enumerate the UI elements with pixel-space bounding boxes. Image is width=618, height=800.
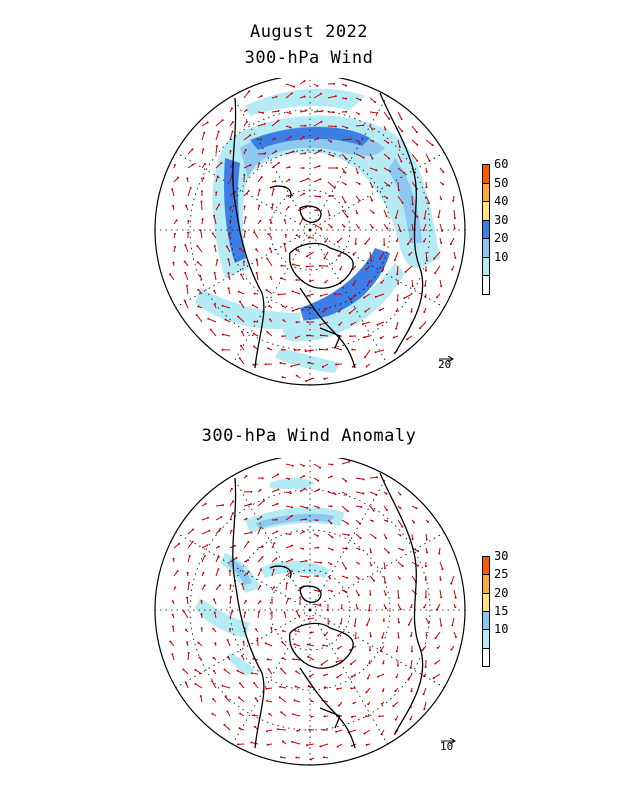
map-boundary [154, 458, 466, 766]
colorbar-swatch [482, 592, 490, 612]
coastlines [232, 472, 424, 749]
colorbar-label: 10 [494, 249, 509, 264]
colorbar: 10 20 30 40 50 60 [482, 158, 542, 295]
colorbar-label: 20 [494, 231, 509, 246]
colorbar-swatch [482, 238, 490, 258]
reference-vector: 20 [438, 352, 454, 371]
colorbar-swatch [482, 256, 490, 277]
colorbar-swatch [482, 629, 490, 649]
panel1-title: 300-hPa Wind [244, 48, 374, 68]
colorbar-swatch [482, 219, 490, 240]
colorbar-swatch [482, 164, 490, 184]
lat-lon-gridlines [155, 458, 465, 765]
colorbar-swatch [482, 275, 490, 295]
colorbar-label: 10 [494, 622, 509, 637]
colorbar: 10 15 20 25 30 [482, 550, 542, 667]
colorbar-swatch [482, 574, 490, 594]
lat-lon-gridlines [155, 78, 465, 385]
colorbar-swatch [482, 182, 490, 203]
reference-arrow-icon [440, 734, 456, 745]
colorbar-label: 50 [494, 175, 509, 190]
wind-anomaly-map-panel [154, 458, 466, 766]
colorbar-swatch [482, 647, 490, 667]
colorbar-swatch [482, 611, 490, 631]
colorbar-label: 15 [494, 604, 509, 618]
wind-vectors [169, 80, 457, 382]
colorbar-label: 60 [494, 157, 509, 171]
colorbar-label: 25 [494, 567, 509, 582]
reference-vector: 10 [440, 734, 456, 753]
map-boundary [154, 78, 466, 386]
reference-vector-label: 10 [440, 740, 454, 753]
colorbar-label: 30 [494, 212, 509, 227]
wind-anomaly-vectors [169, 460, 457, 761]
wind-anomaly-shading [195, 477, 345, 676]
colorbar-swatch [482, 556, 490, 576]
reference-vector-label: 20 [438, 358, 452, 371]
panel2-title: 300-hPa Wind Anomaly [201, 426, 417, 446]
colorbar-label: 20 [494, 585, 509, 600]
coastlines [232, 92, 424, 369]
colorbar-label: 30 [494, 549, 509, 563]
reference-arrow-icon [438, 352, 454, 363]
colorbar-label: 40 [494, 194, 509, 209]
wind-map-panel [154, 78, 466, 386]
colorbar-swatch [482, 201, 490, 221]
map-title: August 2022 [249, 22, 369, 42]
